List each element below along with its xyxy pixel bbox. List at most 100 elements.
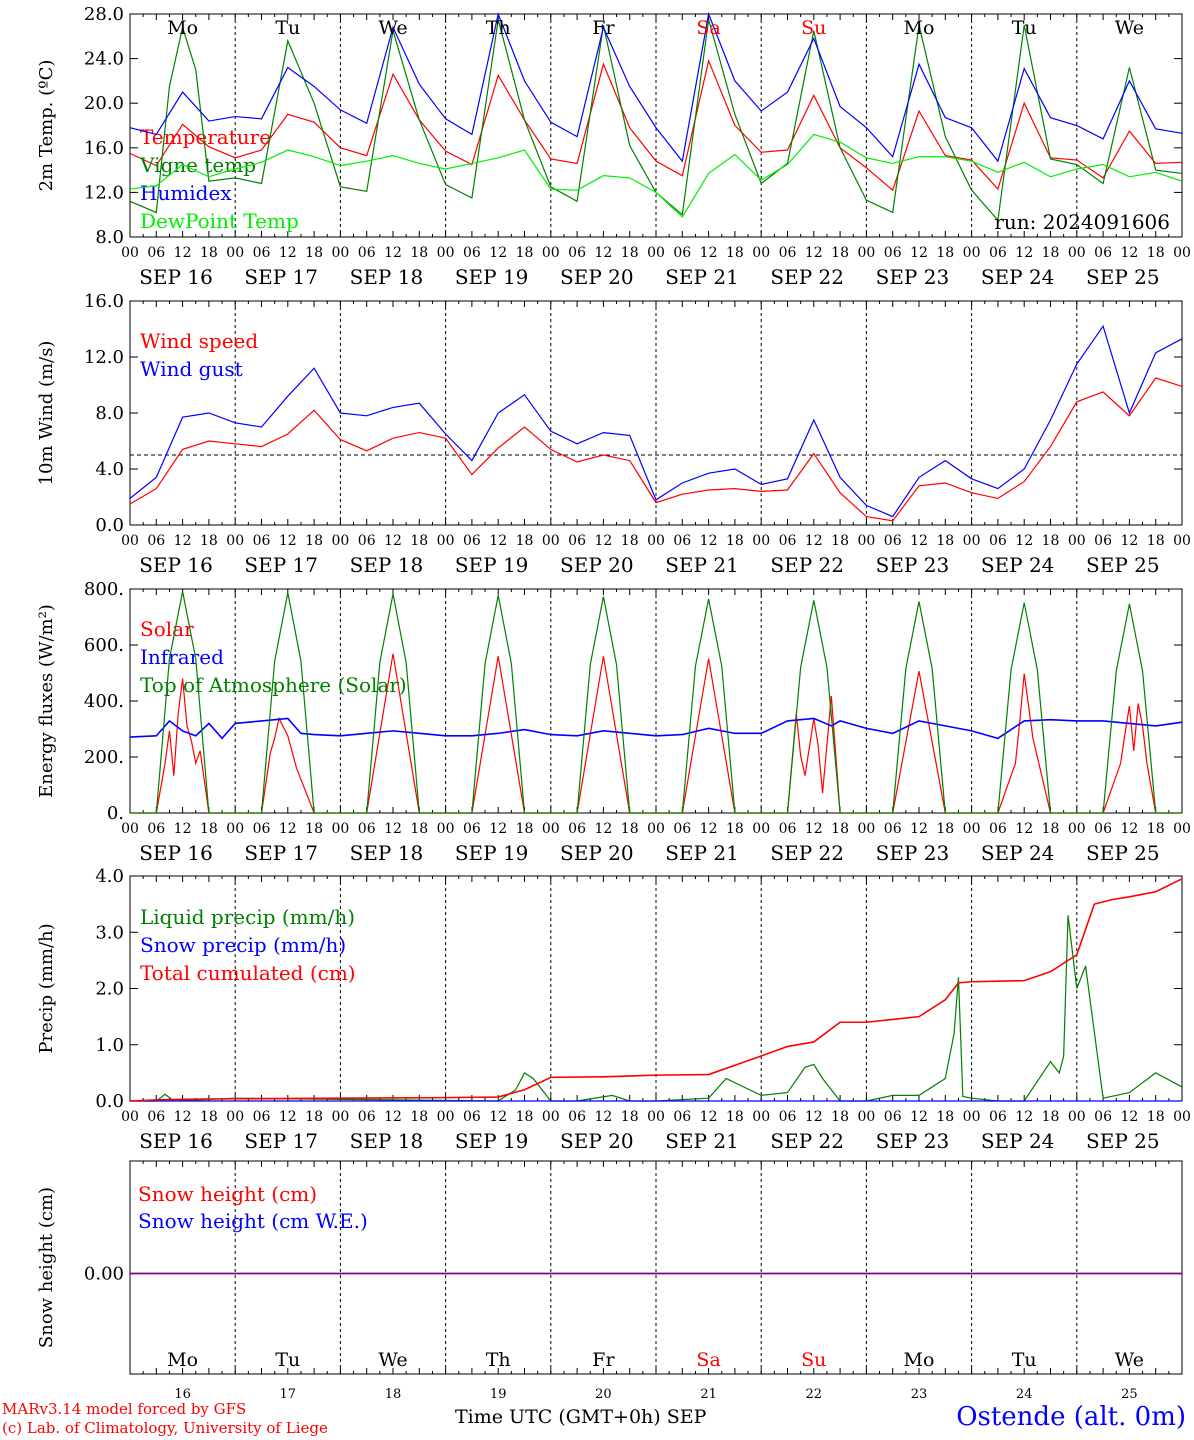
hour-label: 00 (752, 533, 770, 549)
y-tick-label: 8.0 (95, 403, 124, 424)
weekday-label: Fr (592, 17, 615, 39)
hour-label: 00 (437, 245, 455, 261)
legend-entry: Liquid precip (mm/h) (140, 905, 355, 929)
date-label: SEP 19 (455, 1129, 529, 1153)
hour-label: 18 (831, 245, 849, 261)
hour-label: 06 (673, 245, 691, 261)
y-axis-label: Energy fluxes (W/m²) (36, 604, 57, 798)
lab-credit: (c) Lab. of Climatology, University of L… (2, 1419, 328, 1437)
hour-label: 12 (174, 821, 192, 837)
hour-label: 18 (726, 533, 744, 549)
y-tick-label: 24.0 (84, 49, 124, 70)
hour-label: 06 (989, 821, 1007, 837)
day-number: 23 (911, 1387, 928, 1402)
date-label: SEP 20 (560, 841, 634, 865)
hour-label: 00 (226, 821, 244, 837)
hour-label: 12 (489, 821, 507, 837)
hour-label: 06 (253, 821, 271, 837)
hour-label: 06 (1094, 533, 1112, 549)
series-line (129, 133, 1183, 218)
station-label: Ostende (alt. 0m) (956, 1402, 1186, 1432)
series-line (129, 58, 1183, 192)
weekday-label: We (378, 17, 407, 39)
date-label: SEP 17 (244, 841, 318, 865)
hour-label: 12 (384, 533, 402, 549)
hour-label: 00 (752, 821, 770, 837)
hour-label: 00 (437, 533, 455, 549)
hour-label: 00 (1173, 1109, 1191, 1125)
panel-1: 8.0 12.0 16.0 20.0 24.0 28.0 2m Temp. (ºC) Temp… (36, 4, 1191, 289)
hour-label: 12 (1120, 1109, 1138, 1125)
hour-label: 12 (384, 821, 402, 837)
hour-label: 18 (410, 245, 428, 261)
series-line (129, 878, 1183, 1102)
y-tick-label: 16.0 (84, 138, 124, 159)
legend-entry: Vigne temp (139, 153, 256, 177)
hour-label: 12 (174, 533, 192, 549)
date-label: SEP 24 (981, 841, 1055, 865)
date-label: SEP 19 (455, 553, 529, 577)
hour-label: 00 (331, 533, 349, 549)
hour-label: 06 (253, 1109, 271, 1125)
hour-label: 06 (463, 245, 481, 261)
hour-label: 12 (1120, 533, 1138, 549)
hour-label: 18 (305, 1109, 323, 1125)
hour-label: 18 (621, 1109, 639, 1125)
hour-label: 06 (358, 821, 376, 837)
y-tick-label: 200. (84, 747, 124, 768)
date-label: SEP 16 (139, 265, 213, 289)
hour-label: 06 (779, 533, 797, 549)
hour-label: 06 (989, 1109, 1007, 1125)
hour-label: 12 (805, 821, 823, 837)
hour-label: 00 (1068, 1109, 1086, 1125)
hour-label: 18 (516, 1109, 534, 1125)
series-line (129, 11, 1183, 163)
hour-label: 18 (726, 245, 744, 261)
date-label: SEP 23 (876, 841, 950, 865)
panel-2: 0.0 4.0 8.0 12.0 16.0 10m Wind (m/s) Wind spee… (36, 291, 1191, 577)
hour-label: 00 (331, 245, 349, 261)
day-number: 19 (490, 1387, 507, 1402)
hour-label: 00 (1173, 245, 1191, 261)
series-line (130, 591, 1182, 814)
hour-label: 18 (726, 1109, 744, 1125)
date-label: SEP 25 (1086, 265, 1160, 289)
hour-label: 00 (963, 533, 981, 549)
hour-label: 12 (489, 245, 507, 261)
hour-label: 18 (410, 533, 428, 549)
hour-label: 18 (1147, 245, 1165, 261)
hour-label: 00 (1068, 533, 1086, 549)
hour-label: 00 (647, 821, 665, 837)
hour-label: 00 (647, 245, 665, 261)
hour-label: 18 (936, 533, 954, 549)
hour-label: 00 (437, 1109, 455, 1125)
hour-label: 00 (542, 533, 560, 549)
hour-label: 12 (910, 533, 928, 549)
weekday-label: Tu (1012, 17, 1037, 39)
date-label: SEP 24 (981, 265, 1055, 289)
date-label: SEP 25 (1086, 841, 1160, 865)
day-number: 25 (1121, 1387, 1138, 1402)
day-number: 17 (280, 1387, 297, 1402)
date-label: SEP 16 (139, 553, 213, 577)
date-label: SEP 18 (350, 265, 424, 289)
day-number: 18 (385, 1387, 402, 1402)
hour-label: 00 (542, 1109, 560, 1125)
hour-label: 06 (884, 1109, 902, 1125)
hour-label: 06 (358, 1109, 376, 1125)
hour-label: 12 (174, 1109, 192, 1125)
y-axis-label: 2m Temp. (ºC) (36, 60, 57, 192)
day-number: 20 (595, 1387, 612, 1402)
hour-label: 18 (936, 821, 954, 837)
date-label: SEP 24 (981, 553, 1055, 577)
hour-label: 12 (594, 533, 612, 549)
series-line (129, 377, 1183, 522)
hour-label: 12 (489, 1109, 507, 1125)
date-label: SEP 21 (665, 1129, 739, 1153)
weekday-label: Mo (167, 1349, 198, 1371)
hour-label: 00 (121, 821, 139, 837)
hour-label: 18 (831, 1109, 849, 1125)
date-label: SEP 25 (1086, 1129, 1160, 1153)
date-label: SEP 25 (1086, 553, 1160, 577)
hour-label: 18 (831, 821, 849, 837)
